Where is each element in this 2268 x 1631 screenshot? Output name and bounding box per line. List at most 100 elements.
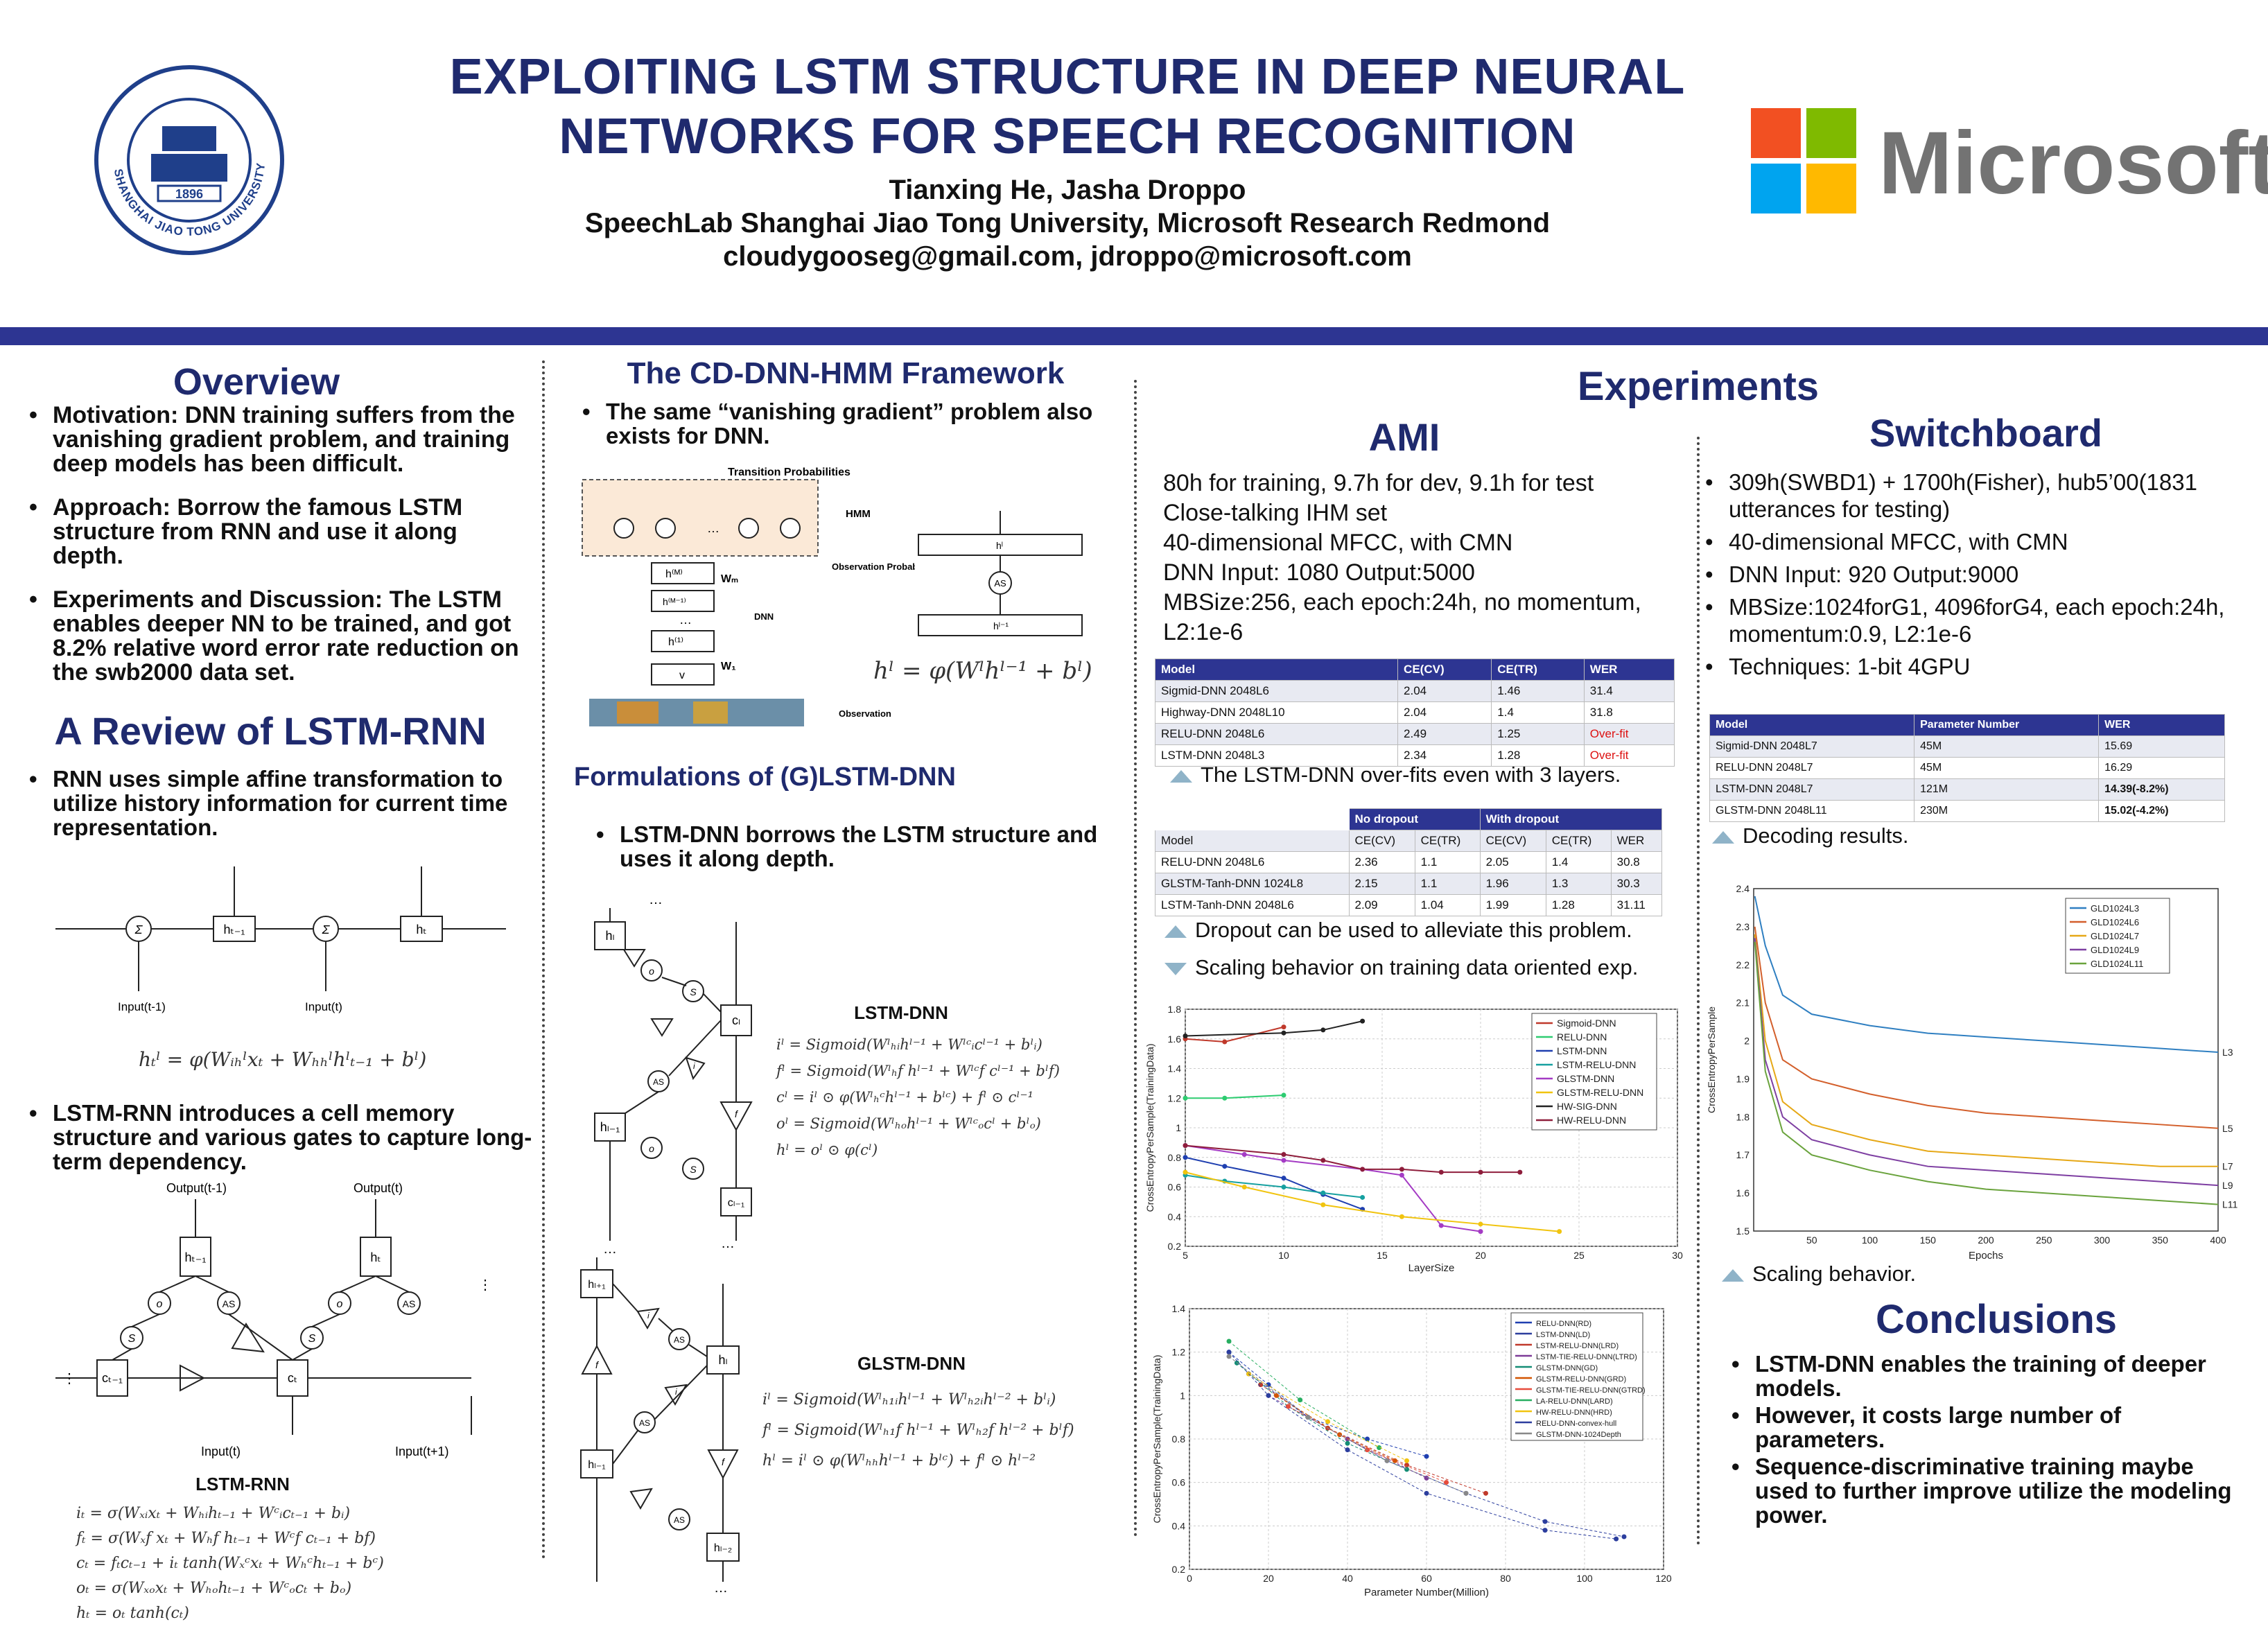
series-line	[1754, 934, 2218, 1167]
data-point	[1360, 1018, 1366, 1024]
data-point	[1281, 1158, 1286, 1163]
ms-wordmark: Microsoft	[1878, 114, 2268, 213]
legend-entry: GLD1024L7	[2091, 931, 2139, 941]
switchboard-item: 309h(SWBD1) + 1700h(Fisher), hub5’00(183…	[1705, 469, 2242, 523]
data-point	[1621, 1534, 1627, 1540]
data-point	[1345, 1447, 1350, 1453]
legend-entry: HW-RELU-DNN	[1557, 1115, 1626, 1126]
x-tick-label: 400	[2210, 1235, 2226, 1246]
svg-text:AS: AS	[639, 1418, 650, 1428]
legend-entry: Sigmoid-DNN	[1557, 1018, 1616, 1029]
lstm-eq-h: hₜ = oₜ tanh(cₜ)	[76, 1605, 189, 1622]
data-point	[1483, 1490, 1488, 1496]
x-tick-label: 350	[2152, 1235, 2169, 1246]
legend-entry: LA-RELU-DNN(LARD)	[1536, 1397, 1613, 1406]
ami-description: 80h for training, 9.7h for dev, 9.1h for…	[1163, 469, 1690, 647]
x-tick-label: 20	[1263, 1573, 1274, 1584]
svg-text:Observation Probabilities: Observation Probabilities	[832, 561, 915, 572]
svg-text:v: v	[679, 670, 685, 681]
data-point	[1478, 1221, 1483, 1227]
x-tick-label: 10	[1278, 1250, 1289, 1261]
y-tick-label: 1.4	[1172, 1303, 1186, 1314]
title-line-1: EXPLOITING LSTM STRUCTURE IN DEEP NEURAL	[449, 49, 1686, 105]
dnn-equation: hˡ = φ(Wˡhˡ⁻¹ + bˡ)	[873, 657, 1092, 685]
lstm-eq-i: iₜ = σ(Wₓᵢxₜ + Wₕᵢhₜ₋₁ + Wᶜᵢcₜ₋₁ + bᵢ)	[76, 1505, 351, 1522]
svg-text:Output(t): Output(t)	[354, 1181, 403, 1195]
table-row: Highway-DNN 2048L10 2.04 1.4 31.8	[1154, 701, 1675, 724]
formulations-heading: Formulations of (G)LSTM-DNN	[574, 762, 956, 792]
series-line	[1185, 1171, 1560, 1232]
svg-text:hₗ₋₁: hₗ₋₁	[600, 1120, 620, 1134]
conclusions-heading: Conclusions	[1875, 1297, 2118, 1342]
overview-item: Approach: Borrow the famous LSTM structu…	[29, 496, 527, 568]
conclusion-item: LSTM-DNN enables the training of deeper …	[1731, 1352, 2243, 1400]
legend-entry: GLSTM-DNN	[1557, 1073, 1614, 1084]
overview-item: Experiments and Discussion: The LSTM ena…	[29, 588, 527, 685]
y-tick-label: 0.2	[1172, 1564, 1186, 1575]
data-point	[1281, 1185, 1286, 1189]
svg-text:i: i	[647, 1311, 649, 1320]
x-tick-label: 0	[1187, 1573, 1192, 1584]
data-point	[1298, 1397, 1303, 1403]
dnn-layer-diagram: hˡ AS hˡ⁻¹	[915, 509, 1088, 641]
svg-text:Σ: Σ	[134, 923, 143, 936]
legend-entry: RELU-DNN	[1557, 1031, 1607, 1043]
y-tick-label: 0.4	[1168, 1211, 1182, 1222]
table-header-row: Model CE(CV) CE(TR) WER	[1154, 658, 1675, 681]
data-point	[1320, 1027, 1326, 1033]
y-tick-label: 0.4	[1172, 1520, 1186, 1531]
data-point	[1325, 1419, 1330, 1424]
legend-entry: GLSTM-DNN(GD)	[1536, 1364, 1598, 1372]
glstm-dnn-diagram: … hₗ₊₁ hₗ hₗ₋₁ hₗ₋₂ f i AS i AS f AS …	[575, 1241, 756, 1596]
lstm-dnn-diagram: … hₗ cₗ hₗ₋₁ cₗ₋₁ o S AS i f o S …	[582, 892, 762, 1255]
data-point	[1365, 1436, 1370, 1442]
parameter-number-chart: 0 20 40 60 80 100 120 0.2 0.4 0.6 0.8 1 1.2 1.4 Parame…	[1151, 1303, 1672, 1598]
table-row: Sigmid-DNN 2048L7 45M 15.69	[1709, 735, 2225, 758]
ami-line: MBSize:256, each epoch:24h, no momentum,	[1163, 589, 1641, 616]
x-axis-label: Epochs	[1969, 1250, 2003, 1262]
title-line-2: NETWORKS FOR SPEECH RECOGNITION	[559, 109, 1576, 164]
x-tick-label: 15	[1377, 1250, 1388, 1261]
x-tick-label: 25	[1573, 1250, 1585, 1261]
table-row: RELU-DNN 2048L6 2.36 1.1 2.05 1.4 30.8	[1155, 851, 1663, 873]
data-point	[1286, 1404, 1291, 1409]
arrow-up-icon	[1164, 925, 1187, 938]
data-point	[1345, 1440, 1350, 1446]
svg-text:…: …	[679, 613, 692, 627]
legend-box	[1510, 1312, 1643, 1441]
svg-text:…: …	[649, 894, 663, 907]
series-line	[1228, 1341, 1379, 1448]
ami-note-3: Scaling behavior on training data orient…	[1164, 955, 1691, 980]
legend-entry: LSTM-DNN(LD)	[1536, 1331, 1590, 1339]
y-tick-label: 1.6	[1168, 1033, 1182, 1045]
ami-line: 80h for training, 9.7h for dev, 9.1h for…	[1163, 470, 1594, 496]
svg-text:AS: AS	[994, 578, 1006, 588]
table-row: RELU-DNN 2048L6 2.49 1.25 Over-fit	[1154, 723, 1675, 745]
layer-size-chart: 5 10 15 20 25 30 0.2 0.4 0.6 0.8 1 1.2 1.4 1.6 1.8 Laye…	[1144, 1004, 1683, 1274]
data-point	[1517, 1169, 1523, 1175]
svg-text:h⁽¹⁾: h⁽¹⁾	[668, 636, 683, 648]
data-point	[1463, 1490, 1469, 1496]
ms-square-red	[1751, 108, 1801, 158]
svg-text:Output(t-1): Output(t-1)	[166, 1181, 227, 1195]
data-point	[1281, 1151, 1286, 1157]
data-point	[1281, 1024, 1286, 1030]
data-point	[1222, 1095, 1228, 1101]
switchboard-heading: Switchboard	[1869, 411, 2103, 455]
svg-text:⋮: ⋮	[478, 1277, 492, 1293]
data-point	[1542, 1528, 1548, 1533]
y-tick-label: 0.6	[1172, 1477, 1186, 1488]
data-point	[1384, 1458, 1390, 1463]
data-point	[1404, 1458, 1409, 1463]
svg-text:cₜ₋₁: cₜ₋₁	[102, 1371, 123, 1385]
ami-table-1: Model CE(CV) CE(TR) WER Sigmid-DNN 2048L6 2.…	[1154, 658, 1675, 767]
svg-text:f: f	[595, 1359, 600, 1370]
table-row: Sigmid-DNN 2048L6 2.04 1.46 31.4	[1154, 680, 1675, 702]
y-tick-label: 1.2	[1172, 1347, 1186, 1358]
glstm-dnn-eq: iˡ = Sigmoid(Wˡₕ₁ᵢhˡ⁻¹ + Wˡₕ₂ᵢhˡ⁻² + bˡᵢ…	[762, 1391, 1056, 1408]
data-point	[1360, 1167, 1366, 1172]
switchboard-list: 309h(SWBD1) + 1700h(Fisher), hub5’00(183…	[1705, 469, 2242, 686]
y-tick-label: 0.6	[1168, 1182, 1182, 1193]
ami-line: Close-talking IHM set	[1163, 500, 1388, 526]
series-line	[1185, 1020, 1363, 1037]
